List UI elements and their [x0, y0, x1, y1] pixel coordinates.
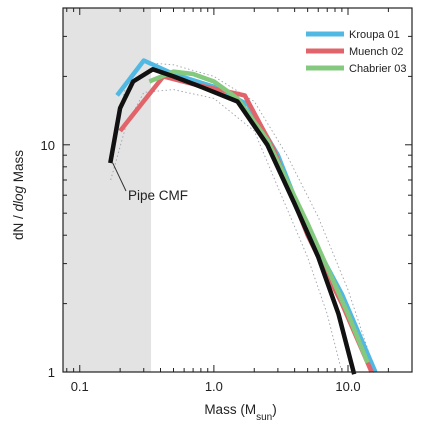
- x-tick-label: 1.0: [205, 379, 223, 394]
- x-tick-label: 10.0: [335, 379, 360, 394]
- plot-frame: [62, 7, 413, 373]
- x-axis-label: Mass (Msun): [204, 402, 276, 423]
- legend-label: Chabrier 03: [349, 63, 406, 75]
- series-line-muench-02: [118, 74, 374, 373]
- x-tick-label: 0.1: [71, 379, 89, 394]
- legend-label: Muench 02: [349, 46, 403, 58]
- annotation-label: Pipe CMF: [128, 188, 188, 203]
- y-tick-label: 10: [41, 138, 55, 153]
- cmf-lower-bound: [110, 89, 343, 373]
- series-line-chabrier-03: [148, 69, 370, 364]
- y-tick-label: 1: [48, 365, 55, 380]
- y-axis-label: dN / dlog Mass: [11, 150, 26, 240]
- series-line-pipe-cmf: [108, 67, 357, 375]
- legend-label: Kroupa 01: [349, 29, 400, 41]
- annotation-leader: [112, 162, 127, 192]
